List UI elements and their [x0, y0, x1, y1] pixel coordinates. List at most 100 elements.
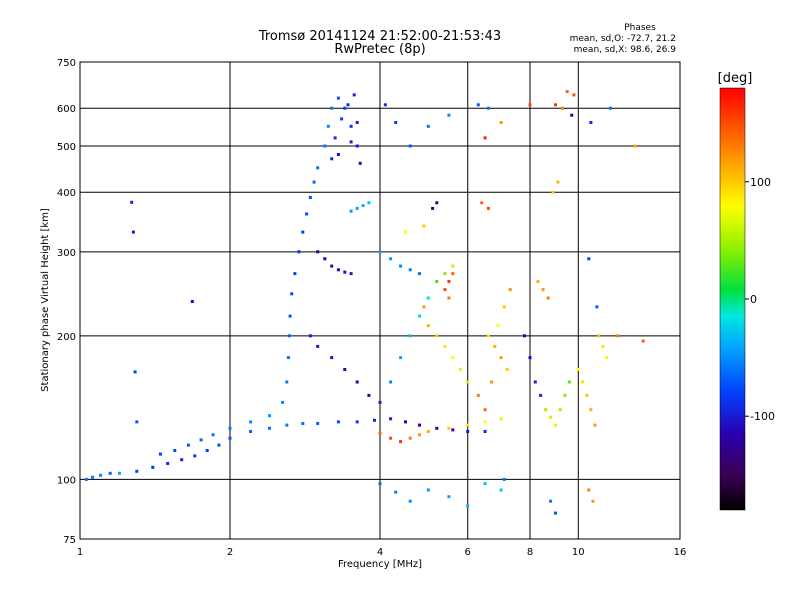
scatter-point — [301, 230, 305, 234]
scatter-point — [336, 153, 340, 156]
scatter-point — [499, 356, 503, 360]
colorbar-tick-label: 0 — [750, 293, 757, 306]
scatter-point — [568, 380, 571, 384]
scatter-point — [451, 428, 455, 432]
scatter-point — [591, 499, 595, 503]
scatter-point — [330, 264, 334, 268]
x-tick-label: 8 — [527, 547, 533, 558]
colorbar-unit-label: [deg] — [718, 71, 753, 86]
scatter-point — [211, 433, 215, 437]
scatter-point — [554, 423, 557, 427]
scatter-point — [483, 408, 487, 412]
scatter-point — [451, 272, 455, 276]
scatter-point — [561, 106, 565, 110]
scatter-point — [249, 430, 253, 433]
scatter-point — [587, 257, 591, 261]
scatter-point — [355, 121, 359, 124]
scatter-point — [502, 477, 506, 481]
scatter-point — [326, 124, 330, 128]
scatter-point — [190, 300, 194, 303]
scatter-point — [399, 356, 403, 360]
scatter-point — [297, 250, 301, 254]
chart-title: Tromsø 20141124 21:52:00-21:53:43 — [258, 29, 501, 44]
scatter-point — [340, 117, 344, 121]
scatter-point — [355, 206, 359, 210]
scatter-point — [389, 436, 393, 440]
scatter-point — [565, 90, 569, 94]
scatter-point — [228, 436, 232, 440]
scatter-point — [608, 106, 612, 110]
phases-line-o: mean, sd,O: -72.7, 21.2 — [570, 34, 676, 44]
scatter-point — [173, 449, 177, 452]
scatter-point — [546, 296, 550, 300]
scatter-point — [133, 370, 137, 374]
scatter-point — [589, 121, 593, 124]
scatter-point — [130, 200, 134, 204]
scatter-point — [355, 144, 359, 148]
scatter-point — [523, 334, 526, 338]
scatter-point — [285, 380, 289, 384]
scatter-point — [435, 280, 439, 283]
scatter-point — [483, 420, 487, 424]
y-tick-label: 400 — [57, 188, 76, 199]
scatter-point — [408, 144, 412, 148]
scatter-point — [483, 430, 487, 433]
scatter-point — [373, 418, 376, 422]
scatter-point — [367, 393, 371, 397]
scatter-point — [633, 144, 637, 148]
scatter-point — [131, 230, 135, 234]
scatter-point — [166, 462, 170, 465]
scatter-point — [389, 417, 393, 421]
scatter-point — [399, 264, 403, 268]
scatter-point — [399, 440, 403, 444]
chart-subtitle: RwPretec (8p) — [334, 42, 425, 57]
scatter-point — [431, 206, 435, 210]
scatter-point — [587, 488, 591, 492]
scatter-point — [305, 212, 309, 216]
scatter-point — [418, 314, 421, 318]
scatter-point — [418, 433, 421, 437]
scatter-point — [422, 224, 426, 228]
scatter-point — [490, 380, 494, 384]
scatter-point — [349, 124, 353, 128]
scatter-point — [394, 490, 398, 494]
scatter-point — [205, 449, 209, 452]
x-tick-label: 4 — [377, 547, 383, 558]
scatter-point — [352, 93, 356, 97]
scatter-point — [466, 504, 470, 508]
scatter-point — [435, 426, 439, 430]
scatter-point — [486, 106, 490, 110]
scatter-points — [84, 90, 645, 515]
scatter-point — [108, 471, 112, 475]
scatter-point — [447, 296, 451, 300]
scatter-point — [533, 380, 537, 384]
scatter-point — [447, 495, 451, 499]
scatter-point — [358, 161, 362, 165]
scatter-point — [408, 334, 412, 338]
y-tick-label: 75 — [63, 535, 76, 546]
scatter-point — [443, 272, 447, 276]
scatter-point — [217, 443, 221, 447]
scatter-point — [346, 103, 350, 107]
scatter-point — [589, 408, 593, 412]
scatter-point — [528, 356, 532, 360]
scatter-point — [476, 103, 480, 107]
scatter-point — [544, 408, 548, 412]
scatter-point — [466, 380, 470, 384]
scatter-point — [249, 420, 253, 424]
scatter-point — [343, 368, 347, 371]
scatter-point — [151, 465, 155, 469]
scatter-point — [349, 272, 353, 276]
scatter-point — [505, 368, 509, 371]
y-tick-label: 200 — [57, 332, 76, 343]
scatter-point — [316, 250, 320, 254]
scatter-point — [316, 344, 320, 348]
scatter-point — [641, 339, 645, 343]
scatter-point — [378, 250, 382, 254]
scatter-point — [483, 136, 487, 140]
scatter-point — [336, 420, 340, 424]
scatter-point — [541, 288, 545, 292]
scatter-point — [316, 166, 320, 170]
x-tick-label: 6 — [465, 547, 471, 558]
